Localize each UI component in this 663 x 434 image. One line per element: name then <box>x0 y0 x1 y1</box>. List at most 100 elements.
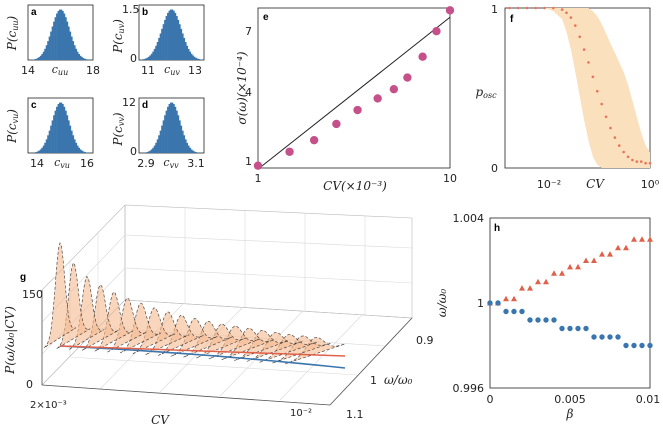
histogram-bar <box>155 142 158 153</box>
histogram-bar <box>57 104 60 153</box>
histogram-bar <box>45 139 48 153</box>
histogram-bar <box>167 106 169 153</box>
panel-b-histogram <box>140 9 203 61</box>
histogram-bar <box>181 33 184 60</box>
panel-e-xtick-1: 10 <box>443 172 457 185</box>
data-point <box>403 73 412 82</box>
panel-g-xtick-0: 2×10⁻³ <box>30 400 67 411</box>
histogram-bar <box>184 139 187 153</box>
data-point <box>595 89 599 93</box>
panel-f-ytick-0: 1 <box>491 3 498 16</box>
data-point <box>613 136 617 139</box>
panel-f: f 1 0 posc 10⁻² 10⁰ CV <box>475 3 659 191</box>
histogram-bar <box>183 37 186 60</box>
histogram-bar <box>70 130 73 153</box>
data-point-circle <box>487 300 493 306</box>
data-point-triangle <box>583 257 589 263</box>
histogram-bar <box>155 45 158 60</box>
panel-d-xtick-1: 3.1 <box>187 157 205 170</box>
data-point <box>600 102 603 106</box>
histogram-bar <box>48 36 51 60</box>
histogram-bar <box>41 54 44 60</box>
panel-d-ylabel: P(cvv) <box>111 112 126 147</box>
panel-a-xtick-0: 14 <box>21 64 35 77</box>
data-point <box>432 26 441 36</box>
panel-h-frame <box>489 217 651 389</box>
histogram-bar <box>76 145 79 153</box>
histogram-bar <box>172 10 175 61</box>
histogram-bar <box>175 16 178 60</box>
data-point <box>253 161 263 170</box>
data-point-triangle <box>623 244 629 251</box>
data-point <box>639 160 643 163</box>
histogram-bar <box>161 28 163 60</box>
data-point <box>516 6 520 10</box>
histogram-bar <box>144 58 147 60</box>
data-point-circle <box>615 334 621 340</box>
panel-g-red-curve <box>59 345 346 357</box>
histogram-bar <box>187 145 190 153</box>
histogram-bar <box>33 59 36 60</box>
histogram-bar <box>54 17 57 60</box>
data-point-circle <box>607 334 613 340</box>
data-point <box>389 84 399 94</box>
histogram-bar <box>146 57 149 60</box>
panel-e-ytick-0: 1 <box>245 155 252 168</box>
data-point-circle <box>527 317 533 323</box>
histogram-bar <box>85 152 88 153</box>
histogram-bar <box>178 120 181 153</box>
panel-d-xlabel: cvv <box>163 156 179 170</box>
ridge-curve <box>145 311 190 355</box>
histogram-bar <box>162 120 165 153</box>
histogram-bar <box>61 104 64 153</box>
histogram-bar <box>69 31 72 60</box>
panel-a-ylabel: P(cuu) <box>5 15 20 51</box>
data-point <box>543 6 546 10</box>
histogram-bar <box>44 48 47 60</box>
data-point <box>609 126 612 130</box>
histogram-bar <box>186 142 189 153</box>
histogram-bar <box>149 150 152 153</box>
data-point-circle <box>519 308 525 315</box>
data-point <box>285 147 294 156</box>
histogram-bar <box>79 149 82 153</box>
panel-h-xlabel: β <box>566 407 574 421</box>
histogram-bar <box>167 12 169 60</box>
panel-g-back-wall <box>124 204 413 319</box>
ridge-curve <box>43 242 77 349</box>
histogram-bar <box>144 152 147 153</box>
histogram-bar <box>168 104 171 153</box>
histogram-bar <box>78 54 81 60</box>
data-point-triangle <box>631 236 637 242</box>
histogram-bar <box>192 55 194 60</box>
histogram-bar <box>174 106 177 153</box>
histogram-bar <box>64 17 67 60</box>
data-point <box>508 6 511 10</box>
data-point-circle <box>591 334 597 340</box>
panel-h-ylabel: ω/ω₀ <box>435 289 449 318</box>
histogram-bar <box>66 115 69 153</box>
panel-e-ylabel: σ(ω)(×10⁻⁴) <box>235 51 249 124</box>
histogram-bar <box>75 48 78 60</box>
data-point <box>534 6 538 10</box>
data-point <box>552 6 555 10</box>
panel-b-xtick-1: 13 <box>188 64 202 77</box>
panel-h-ytick-2: 0.996 <box>453 382 485 395</box>
panel-g-label: g <box>20 272 26 283</box>
histogram-bar <box>63 106 66 153</box>
histogram-bar <box>50 31 52 60</box>
panel-a-label: a <box>31 7 37 18</box>
histogram-bar <box>189 51 192 60</box>
data-point <box>578 35 581 39</box>
histogram-bar <box>196 152 199 153</box>
panel-a: a P(cuu) 14 18 cuu <box>5 4 100 77</box>
panel-g-xtick-1: 10⁻² <box>290 408 312 419</box>
histogram-bar <box>56 13 58 60</box>
panel-g-front-edge <box>41 384 331 406</box>
histogram-bar <box>170 102 172 153</box>
data-point-circle <box>639 342 645 349</box>
histogram-bar <box>193 56 196 60</box>
data-point-circle <box>599 334 605 340</box>
histogram-bar <box>75 142 78 153</box>
histogram-bar <box>33 152 36 153</box>
